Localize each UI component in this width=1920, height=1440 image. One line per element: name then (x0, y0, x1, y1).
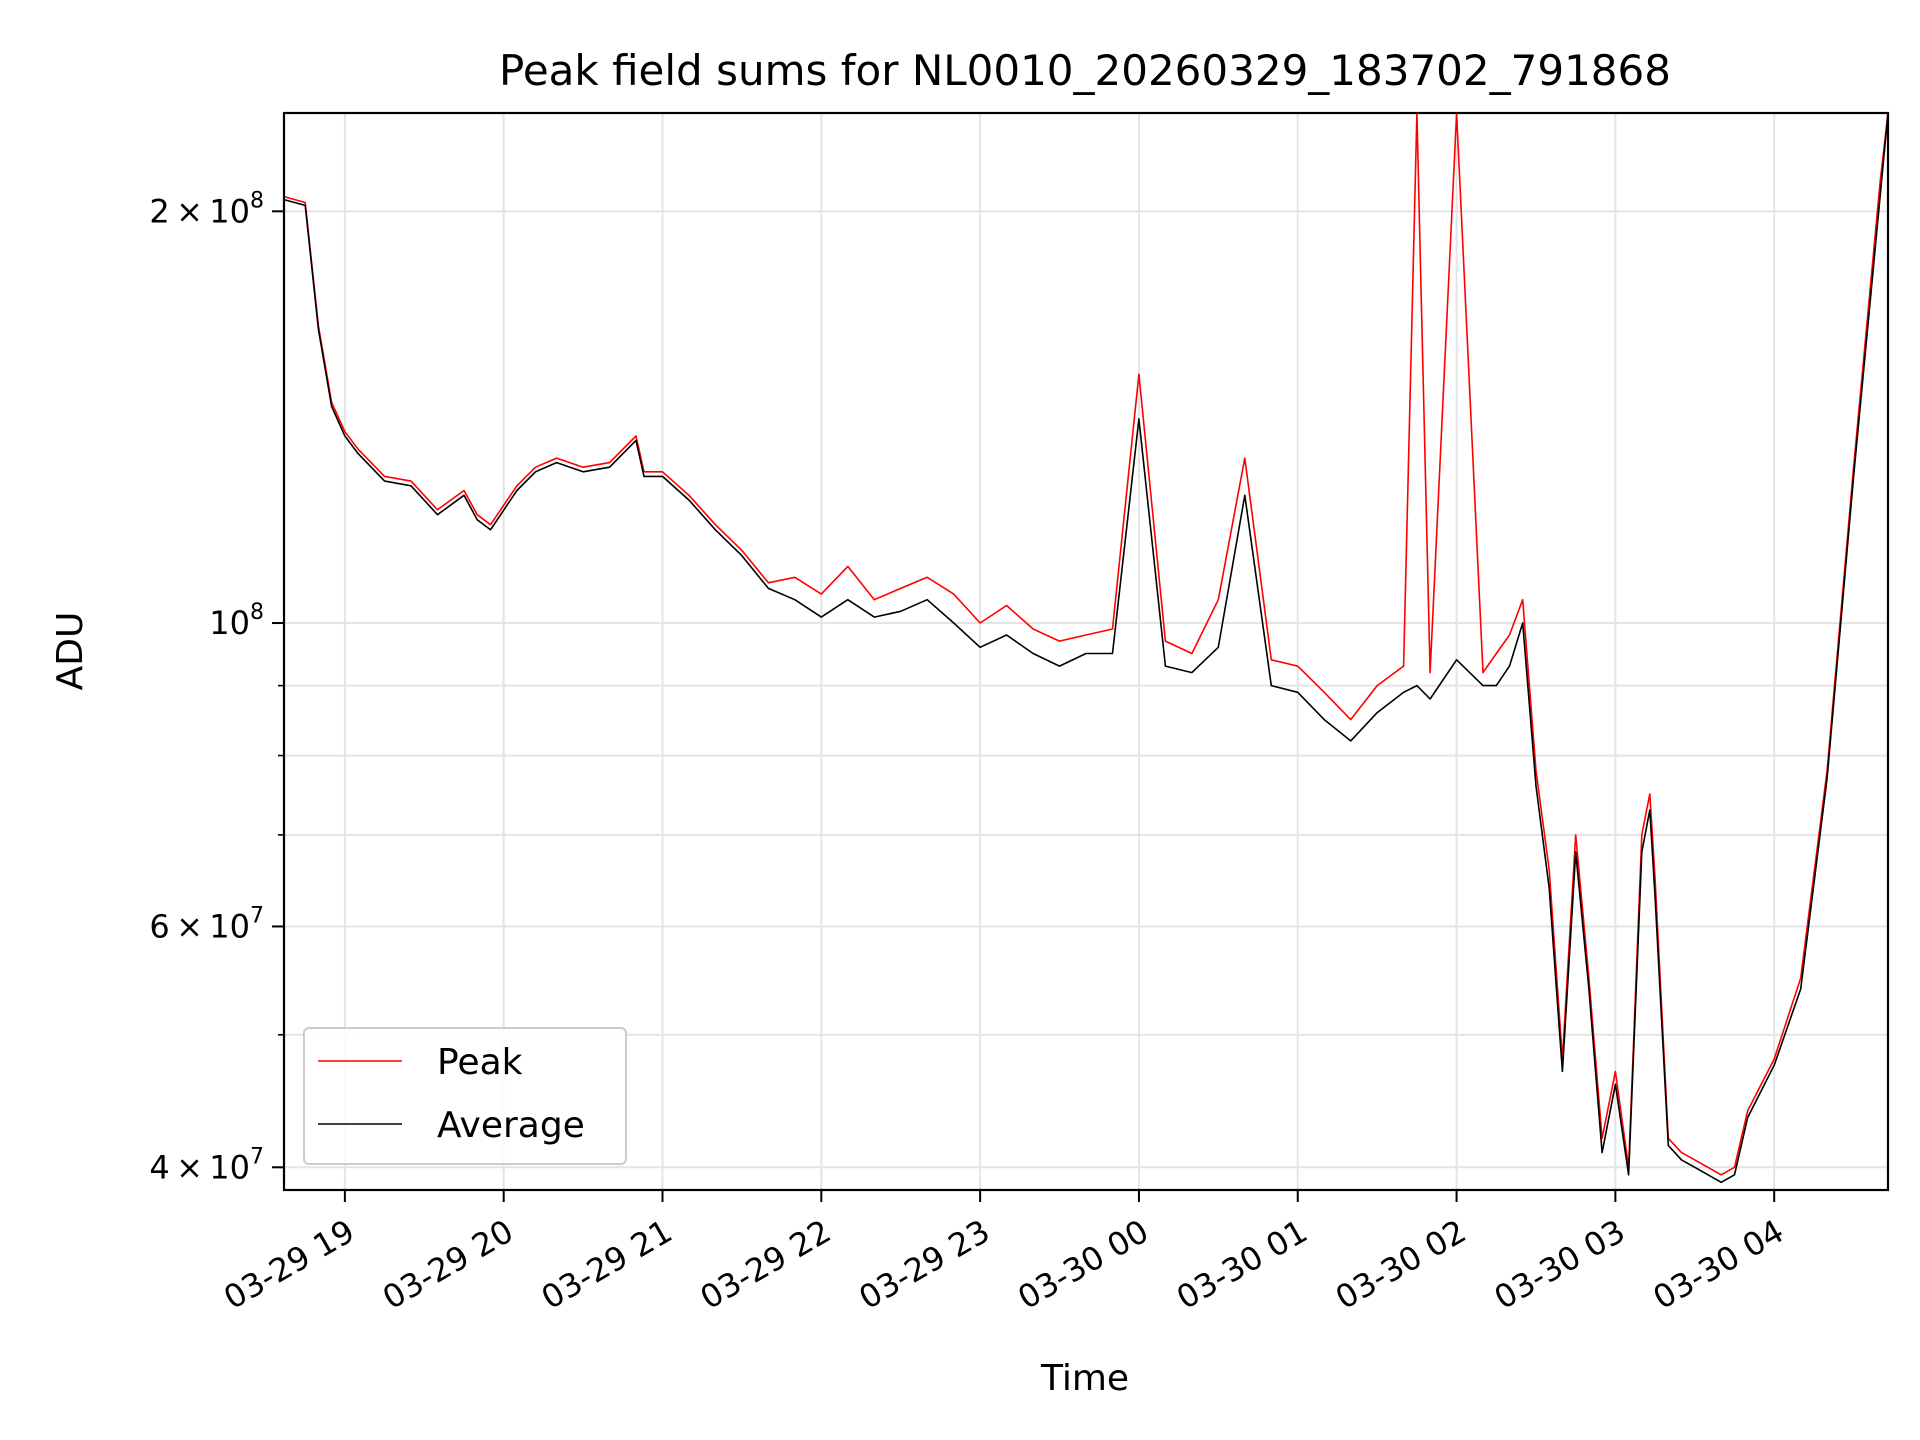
plot-frame (282, 111, 1890, 1192)
grid (284, 113, 1888, 1190)
y-tick-label: 2 × 108 (149, 188, 264, 230)
y-axis: 4 × 107 6 × 107 108 2 × 108 (149, 188, 284, 1186)
series-line-peak (283, 112, 1889, 1176)
legend-average-label: Average (437, 1105, 585, 1146)
plot-lines (283, 112, 1889, 1184)
y-axis-label: ADU (50, 612, 91, 691)
y-tick-label: 4 × 107 (149, 1144, 264, 1186)
legend-peak-label: Peak (437, 1042, 523, 1083)
x-axis-label: Time (1040, 1358, 1129, 1399)
series-line-average (283, 112, 1889, 1184)
y-tick-label: 108 (209, 600, 264, 642)
legend-box (303, 1027, 627, 1165)
chart-title: Peak field sums for NL0010_20260329_1837… (499, 46, 1671, 95)
y-tick-label: 6 × 107 (149, 903, 264, 945)
legend: Peak Average (303, 1027, 627, 1165)
